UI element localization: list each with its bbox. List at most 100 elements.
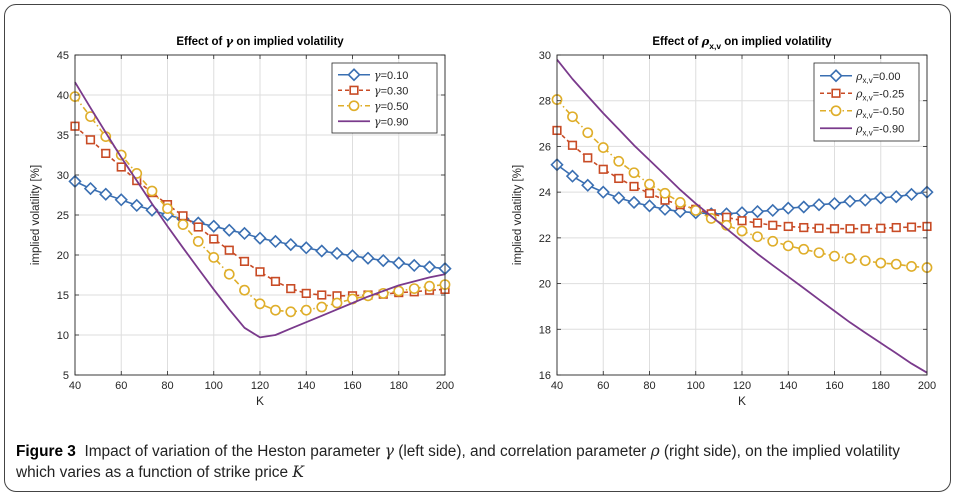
legend-marker (348, 100, 360, 112)
data-point (613, 155, 625, 167)
data-point (782, 240, 794, 252)
data-point (598, 164, 608, 174)
data-point (798, 243, 810, 255)
data-point (799, 222, 809, 233)
legend: γ=0.10γ=0.30γ=0.50γ=0.90 (331, 62, 438, 134)
data-point (628, 167, 640, 179)
data-point (737, 216, 747, 226)
legend-symbol: ρ (855, 70, 863, 83)
x-tick-label: 80 (643, 380, 655, 392)
y-tick-label: 20 (539, 279, 551, 291)
data-point (162, 203, 173, 214)
data-point (146, 185, 158, 197)
data-point (736, 225, 748, 237)
caption-text-c: (right side), on the implied volatility … (16, 443, 900, 481)
title-prefix: Effect of (652, 36, 701, 48)
data-point (208, 251, 220, 263)
legend-marker (347, 68, 361, 82)
data-point (255, 267, 265, 277)
title-symbol: γ (226, 34, 235, 48)
data-point (612, 191, 626, 205)
legend-value: =0.30 (381, 85, 409, 97)
data-point (270, 276, 281, 287)
legend-entry: ρx,v=-0.50 (855, 105, 904, 120)
data-point (844, 253, 856, 264)
data-point (301, 288, 311, 299)
data-point (627, 195, 641, 210)
x-tick-label: 200 (918, 380, 936, 392)
data-point (407, 258, 421, 273)
data-point (567, 111, 578, 123)
data-point (408, 283, 420, 294)
data-point (207, 219, 221, 233)
caption-k-symbol: K (292, 463, 304, 481)
legend-marker (831, 88, 841, 98)
data-point (860, 224, 870, 234)
data-point (859, 255, 871, 267)
data-point (812, 198, 826, 212)
y-tick-label: 24 (539, 187, 551, 199)
chart-1: 40 60 80 100 120 140 160 180 200 5 10 15 20 25 30 35 40 4… (30, 34, 454, 408)
data-point (361, 251, 375, 265)
data-point (876, 223, 886, 233)
legend-marker (829, 69, 843, 83)
legend-entry: ρx,v=-0.90 (855, 122, 904, 137)
data-point (783, 221, 793, 232)
data-point (331, 297, 343, 309)
y-tick-label: 45 (57, 50, 69, 62)
legend-marker (830, 105, 842, 117)
data-point (906, 261, 917, 272)
data-point (253, 231, 267, 245)
data-point (813, 247, 825, 259)
data-point (874, 191, 888, 205)
x-tick-label: 100 (687, 380, 705, 392)
data-point (658, 202, 672, 216)
data-point (674, 197, 686, 208)
x-tick-label: 120 (251, 380, 269, 392)
data-point (690, 205, 702, 216)
data-point (239, 284, 250, 296)
x-tick-label: 160 (343, 380, 361, 392)
data-point (750, 204, 765, 219)
data-point (317, 290, 327, 300)
y-tick-label: 30 (57, 170, 69, 182)
data-point (843, 194, 857, 208)
legend-subscript: x,v (862, 111, 872, 120)
data-point (299, 241, 313, 255)
y-tick-label: 20 (57, 250, 69, 262)
data-point (659, 187, 671, 199)
y-tick-label: 16 (539, 370, 551, 382)
y-tick-label: 25 (57, 210, 69, 222)
legend-symbol: γ (374, 69, 381, 82)
legend-symbol: γ (374, 84, 381, 97)
data-point (239, 256, 250, 267)
data-point (644, 178, 655, 190)
data-point (330, 246, 344, 261)
data-point (581, 178, 595, 192)
data-point (286, 283, 296, 294)
legend-value: =0.50 (381, 101, 409, 113)
x-tick-label: 140 (297, 380, 315, 392)
legend-entry: γ=0.10 (374, 69, 408, 82)
data-point (583, 153, 593, 163)
y-tick-label: 15 (57, 290, 69, 302)
legend-entry: ρx,v=0.00 (855, 70, 901, 85)
series-line-4 (74, 81, 446, 339)
chart-title: Effect of γ on implied volatility (176, 34, 344, 48)
data-point (99, 187, 113, 201)
x-tick-label: 180 (872, 380, 890, 392)
data-point (392, 256, 406, 270)
chart-2: 40 60 80 100 120 140 160 180 200 16 18 20 22 24 26 28 30… (512, 34, 936, 408)
y-tick-label: 26 (539, 141, 551, 153)
title-suffix: on implied volatility (233, 36, 344, 48)
data-point (629, 181, 639, 192)
x-tick-label: 100 (205, 380, 223, 392)
data-point (752, 231, 763, 243)
y-tick-label: 30 (539, 50, 551, 62)
data-point (858, 193, 872, 207)
data-point (193, 222, 203, 232)
series-line-4 (556, 59, 928, 374)
data-point (270, 304, 281, 316)
data-point (705, 213, 717, 224)
data-point (268, 234, 283, 249)
